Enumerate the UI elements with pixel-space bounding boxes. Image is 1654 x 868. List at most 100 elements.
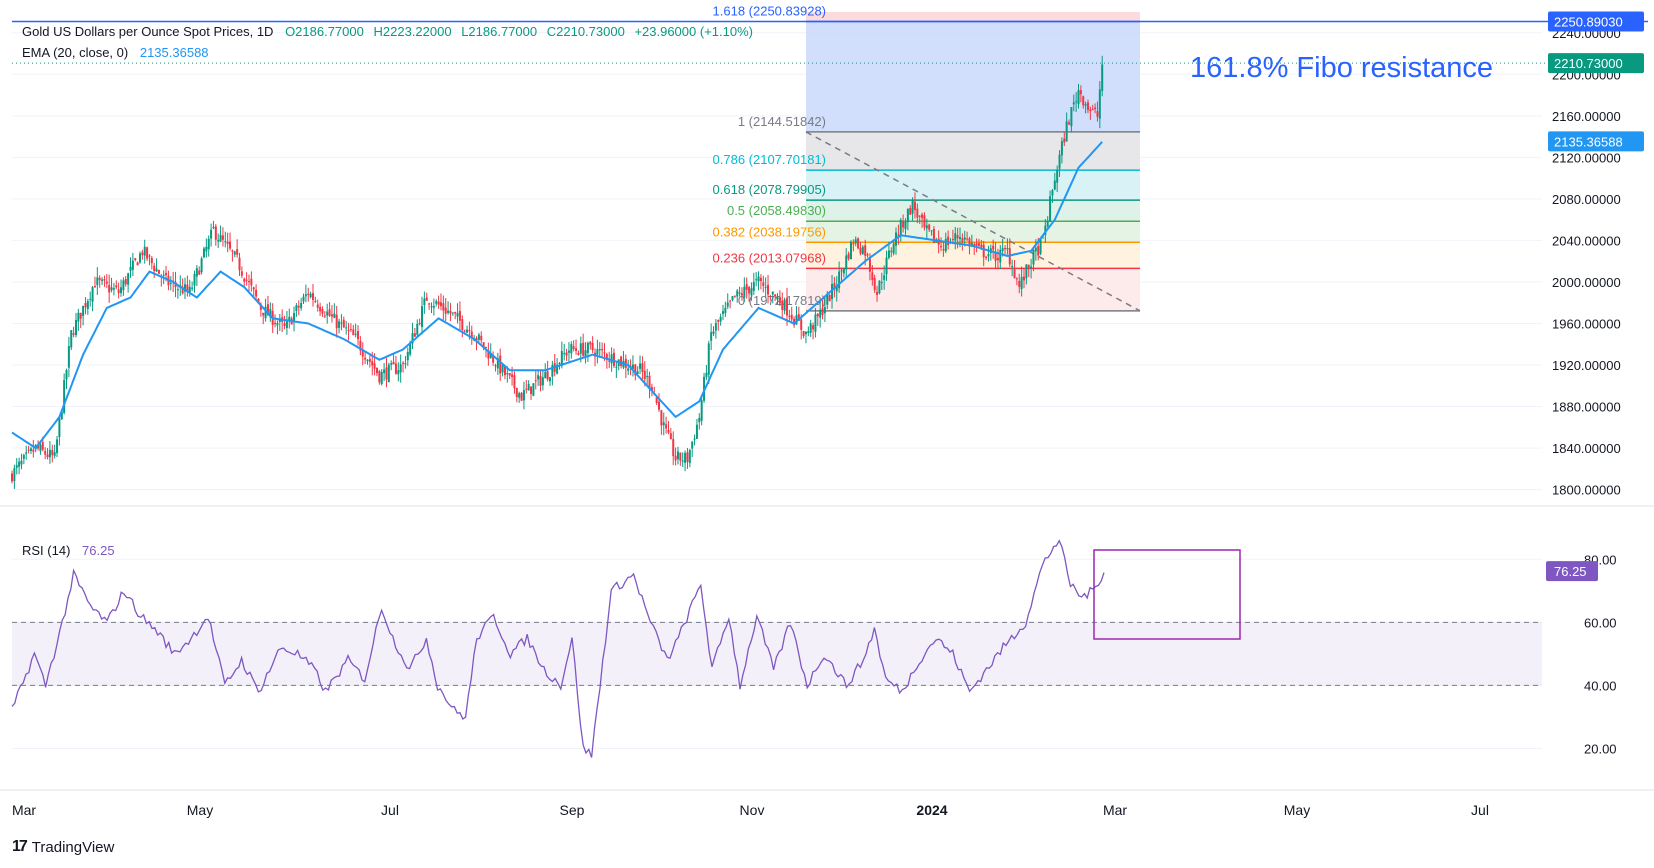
candle-body (105, 281, 108, 284)
price-tick-label: 1800.00000 (1552, 483, 1621, 498)
candle-body (591, 342, 594, 351)
candle-body (985, 256, 988, 258)
candle-body (935, 240, 938, 243)
candle-body (532, 383, 535, 396)
candle-body (345, 327, 348, 329)
candle-body (729, 300, 732, 302)
ohlc-low: L2186.77000 (461, 24, 538, 39)
candle-body (27, 449, 30, 451)
candle-body (1091, 109, 1094, 111)
candle-body (466, 329, 469, 333)
candle-body (757, 276, 760, 282)
candle-body (134, 258, 137, 261)
time-tick-label: Sep (560, 802, 585, 818)
candle-body (520, 393, 523, 401)
candle-body (193, 274, 196, 286)
candle-body (750, 288, 753, 296)
candle-body (494, 365, 497, 367)
candle-body (264, 306, 267, 319)
candle-body (117, 289, 120, 294)
candle-body (1075, 101, 1078, 103)
candle-body (205, 246, 208, 252)
candle-body (423, 298, 426, 306)
candle-body (596, 349, 599, 355)
candle-body (1001, 248, 1004, 252)
tradingview-logo[interactable]: 17 TradingView (12, 838, 114, 856)
candle-body (335, 314, 338, 329)
price-tick-label: 2080.00000 (1552, 192, 1621, 207)
candle-body (240, 271, 243, 276)
candle-body (397, 370, 400, 375)
candle-body (731, 296, 734, 301)
candle-body (698, 417, 701, 423)
candle-body (285, 319, 288, 328)
candle-body (819, 309, 822, 318)
candle-body (887, 250, 890, 258)
candle-body (141, 252, 144, 256)
rsi-label: RSI (14) (22, 543, 71, 558)
candle-body (131, 260, 134, 270)
candle-body (449, 310, 452, 314)
candle-body (809, 323, 812, 333)
candle-body (885, 257, 888, 275)
candle-body (968, 238, 971, 247)
candle-body (932, 228, 935, 243)
candle-body (1034, 247, 1037, 252)
candle-body (776, 297, 779, 300)
candle-body (371, 361, 374, 366)
candle-body (1060, 141, 1063, 156)
tradingview-logo-icon: 17 (12, 838, 28, 855)
candle-body (575, 348, 578, 351)
candle-body (802, 331, 805, 337)
candle-body (551, 365, 554, 377)
candle-body (913, 201, 916, 211)
candle-body (51, 449, 54, 456)
candle-body (676, 451, 679, 460)
candle-body (492, 355, 495, 363)
candle-body (84, 303, 87, 308)
candle-body (283, 323, 286, 326)
candle-body (98, 277, 101, 281)
candle-body (878, 280, 881, 294)
candle-body (994, 252, 997, 261)
candle-body (435, 301, 438, 304)
candle-body (771, 291, 774, 295)
candle-body (904, 221, 907, 229)
candle-body (477, 334, 480, 340)
candle-body (293, 313, 296, 323)
candle-body (48, 449, 51, 458)
candle-body (544, 372, 547, 379)
ema-price-badge: 2135.36588 (1554, 134, 1623, 149)
candle-body (1037, 245, 1040, 256)
candle-body (340, 322, 343, 324)
candle-body (537, 375, 540, 380)
candle-body (188, 286, 191, 293)
candle-body (814, 314, 817, 332)
fibo-level-label: 0.382 (2038.19756) (713, 224, 826, 239)
candle-body (74, 319, 77, 335)
candle-body (527, 384, 530, 391)
candle-body (1015, 278, 1018, 280)
fibo-level-label: 0.618 (2078.79905) (713, 182, 826, 197)
candle-body (157, 269, 160, 274)
candle-body (781, 300, 784, 310)
candle-body (32, 449, 35, 452)
candle-body (634, 364, 637, 376)
time-tick-label: Nov (740, 802, 765, 818)
candle-body (620, 356, 623, 367)
candle-body (762, 282, 765, 286)
candle-body (352, 329, 355, 336)
candle-body (1063, 138, 1066, 143)
candle-body (233, 251, 236, 255)
candle-body (416, 323, 419, 335)
candle-body (793, 318, 796, 326)
candle-body (269, 309, 272, 318)
candle-body (89, 298, 92, 300)
candle-body (347, 330, 350, 332)
candle-body (79, 312, 82, 319)
candle-body (22, 454, 25, 459)
candle-body (838, 271, 841, 289)
candle-body (248, 281, 250, 283)
price-tick-label: 1920.00000 (1552, 358, 1621, 373)
fibo-zone (806, 21, 1140, 132)
